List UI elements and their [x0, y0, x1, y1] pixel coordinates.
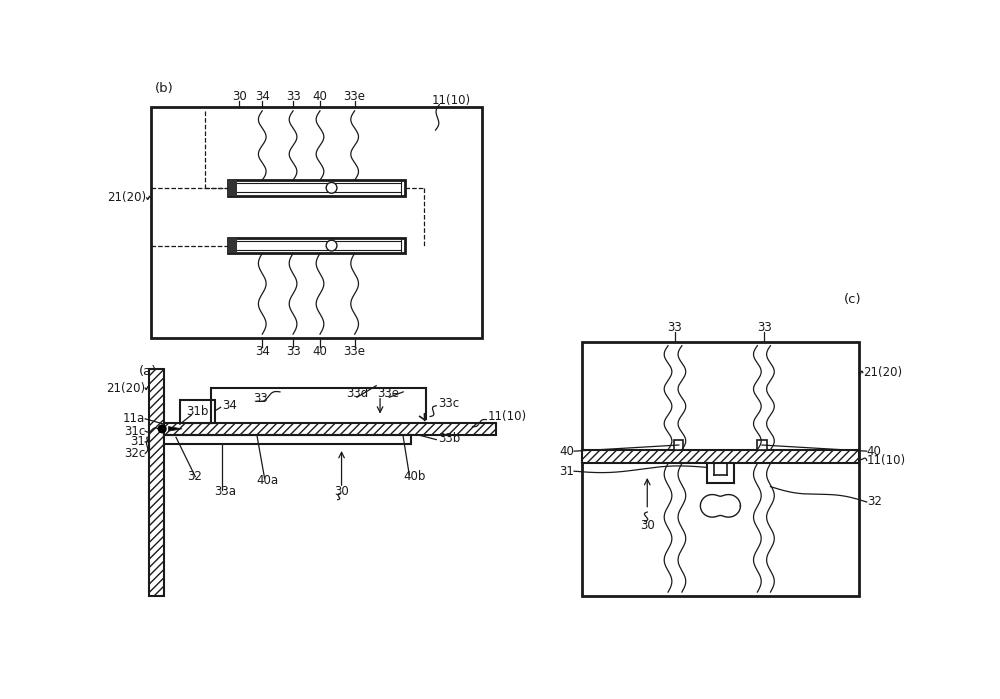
Bar — [151, 107, 482, 338]
Text: 40a: 40a — [257, 474, 279, 487]
Text: 31: 31 — [559, 465, 574, 477]
Text: 31: 31 — [130, 435, 145, 449]
Bar — [180, 400, 215, 423]
Circle shape — [326, 240, 337, 251]
Text: 34: 34 — [255, 90, 270, 103]
Text: 40: 40 — [867, 445, 882, 458]
Text: 33: 33 — [253, 391, 268, 405]
Bar — [582, 342, 859, 596]
Text: 33e: 33e — [344, 345, 366, 359]
Text: 33: 33 — [286, 90, 300, 103]
Text: 33e: 33e — [344, 90, 366, 103]
Text: (a): (a) — [139, 365, 157, 378]
Text: 33b: 33b — [438, 431, 460, 445]
Text: 33: 33 — [757, 322, 772, 334]
Text: 33: 33 — [668, 322, 682, 334]
Bar — [582, 449, 859, 463]
Text: 32: 32 — [867, 496, 882, 508]
Bar — [149, 369, 164, 596]
Text: 30: 30 — [334, 486, 349, 498]
Text: 40: 40 — [313, 90, 327, 103]
Text: 33a: 33a — [215, 486, 237, 498]
Text: 34: 34 — [222, 399, 237, 412]
Bar — [164, 423, 496, 435]
Text: (c): (c) — [844, 293, 861, 306]
Text: 33e: 33e — [377, 387, 399, 400]
Bar — [757, 440, 767, 449]
Bar — [149, 369, 164, 596]
Bar — [582, 449, 859, 463]
Text: 21(20): 21(20) — [863, 366, 902, 379]
Text: 30: 30 — [640, 519, 655, 532]
Text: 32: 32 — [188, 470, 202, 483]
Circle shape — [158, 425, 166, 433]
Polygon shape — [168, 426, 182, 431]
Text: 40: 40 — [559, 445, 574, 458]
Text: 31b: 31b — [186, 405, 208, 417]
Text: 33: 33 — [286, 345, 300, 359]
Text: 34: 34 — [255, 345, 270, 359]
Text: 11(10): 11(10) — [867, 454, 906, 467]
Text: 33d: 33d — [346, 387, 368, 400]
Text: 21(20): 21(20) — [108, 192, 147, 204]
Text: 30: 30 — [232, 90, 247, 103]
Text: 40: 40 — [313, 345, 327, 359]
Text: 32c: 32c — [124, 447, 145, 460]
Text: 21(20): 21(20) — [106, 382, 145, 394]
Bar — [228, 238, 237, 253]
Text: 11(10): 11(10) — [432, 94, 471, 108]
Text: 40b: 40b — [403, 470, 426, 483]
Text: (b): (b) — [154, 82, 173, 96]
Bar — [228, 180, 237, 196]
Bar — [228, 238, 405, 253]
Bar — [164, 423, 496, 435]
Text: 11(10): 11(10) — [488, 410, 527, 423]
Text: 11a: 11a — [123, 412, 145, 425]
Bar — [228, 180, 405, 196]
Bar — [674, 440, 683, 449]
Text: 31c: 31c — [124, 425, 145, 438]
Circle shape — [326, 182, 337, 193]
Text: 33c: 33c — [438, 397, 459, 410]
